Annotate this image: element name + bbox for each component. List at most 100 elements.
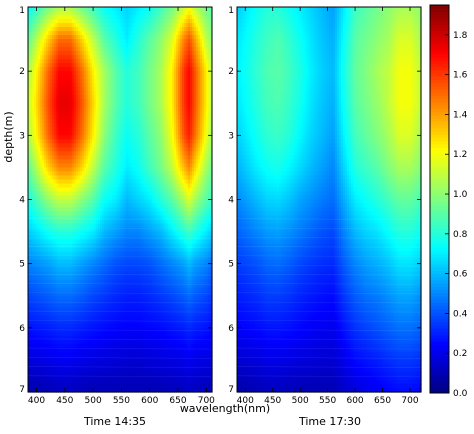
heatmap-cell	[136, 219, 139, 225]
heatmap-cell	[176, 47, 179, 52]
heatmap-cell	[150, 127, 153, 132]
heatmap-cell	[42, 83, 45, 88]
heatmap-cell	[152, 107, 155, 112]
heatmap-cell	[54, 11, 57, 16]
heatmap-cell	[34, 183, 37, 189]
heatmap-cell	[62, 139, 65, 144]
heatmap-cell	[100, 155, 103, 160]
heatmap-cell	[84, 187, 87, 193]
heatmap-cell	[200, 171, 203, 177]
heatmap-cell	[142, 107, 145, 112]
heatmap-cell	[172, 31, 175, 36]
heatmap-cell	[208, 127, 211, 132]
heatmap-cell	[128, 91, 131, 96]
heatmap-cell	[68, 195, 71, 201]
heatmap-cell	[194, 163, 197, 169]
heatmap-cell	[86, 11, 89, 16]
heatmap-cell	[46, 163, 49, 169]
heatmap-cell	[166, 47, 169, 52]
heatmap-cell	[102, 179, 105, 185]
heatmap-cell	[188, 23, 191, 28]
heatmap-cell	[28, 51, 31, 56]
heatmap-cell	[64, 207, 67, 213]
heatmap-cell	[150, 39, 153, 44]
heatmap-cell	[138, 195, 141, 201]
heatmap-cell	[62, 19, 65, 24]
heatmap-cell	[204, 43, 207, 48]
heatmap-cell	[62, 103, 65, 108]
heatmap-cell	[126, 107, 129, 112]
heatmap-cell	[148, 51, 151, 56]
heatmap-cell	[126, 23, 129, 28]
heatmap-cell	[200, 7, 203, 12]
heatmap-cell	[156, 23, 159, 28]
heatmap-cell	[32, 211, 35, 217]
heatmap-cell	[138, 27, 141, 32]
heatmap-cell	[30, 15, 33, 20]
heatmap-cell	[78, 183, 81, 189]
heatmap-cell	[52, 219, 55, 225]
heatmap-cell	[158, 55, 161, 60]
heatmap-cell	[168, 7, 171, 12]
heatmap-cell	[126, 7, 129, 12]
heatmap-cell	[178, 167, 181, 173]
heatmap-cell	[208, 203, 211, 209]
heatmap-cell	[112, 119, 115, 124]
heatmap-cell	[78, 39, 81, 44]
heatmap-cell	[104, 87, 107, 92]
heatmap-cell	[98, 195, 101, 201]
heatmap-cell	[156, 219, 159, 225]
heatmap-cell	[64, 35, 67, 40]
heatmap-cell	[42, 59, 45, 64]
heatmap-cell	[70, 7, 73, 12]
heatmap-cell	[114, 55, 117, 60]
heatmap-cell	[194, 111, 197, 116]
heatmap-cell	[112, 191, 115, 197]
heatmap-cell	[64, 119, 67, 124]
heatmap-cell	[206, 123, 209, 128]
heatmap-cell	[38, 167, 41, 173]
heatmap-cell	[178, 123, 181, 128]
heatmap-cell	[34, 31, 37, 36]
heatmap-cell	[124, 143, 127, 148]
heatmap-cell	[76, 71, 79, 76]
heatmap-cell	[96, 35, 99, 40]
heatmap-cell	[36, 39, 39, 44]
heatmap-cell	[130, 111, 133, 116]
heatmap-cell	[30, 55, 33, 60]
heatmap-cell	[148, 143, 151, 148]
heatmap-cell	[202, 99, 205, 104]
heatmap-cell	[208, 151, 211, 156]
heatmap-cell	[202, 199, 205, 205]
heatmap-cell	[58, 67, 61, 72]
heatmap-cell	[170, 107, 173, 112]
heatmap-cell	[66, 203, 69, 209]
heatmap-cell	[160, 183, 163, 189]
heatmap-cell	[74, 91, 77, 96]
heatmap-cell	[96, 195, 99, 201]
heatmap-cell	[114, 51, 117, 56]
heatmap-cell	[52, 15, 55, 20]
heatmap-cell	[194, 75, 197, 80]
heatmap-cell	[172, 27, 175, 32]
heatmap-cell	[184, 79, 187, 84]
heatmap-cell	[32, 43, 35, 48]
heatmap-cell	[132, 139, 135, 144]
heatmap-cell	[36, 171, 39, 177]
heatmap-cell	[64, 123, 67, 128]
heatmap-cell	[150, 131, 153, 136]
heatmap-cell	[200, 167, 203, 173]
heatmap-cell	[200, 147, 203, 152]
heatmap-cell	[100, 91, 103, 96]
heatmap-cell	[34, 111, 37, 116]
heatmap-cell	[138, 203, 141, 209]
heatmap-cell	[170, 91, 173, 96]
heatmap-cell	[184, 31, 187, 36]
heatmap-cell	[114, 15, 117, 20]
heatmap-cell	[30, 219, 33, 225]
heatmap-cell	[162, 167, 165, 173]
heatmap-cell	[100, 119, 103, 124]
heatmap-cell	[64, 83, 67, 88]
heatmap-cell	[148, 159, 151, 165]
heatmap-cell	[100, 55, 103, 60]
